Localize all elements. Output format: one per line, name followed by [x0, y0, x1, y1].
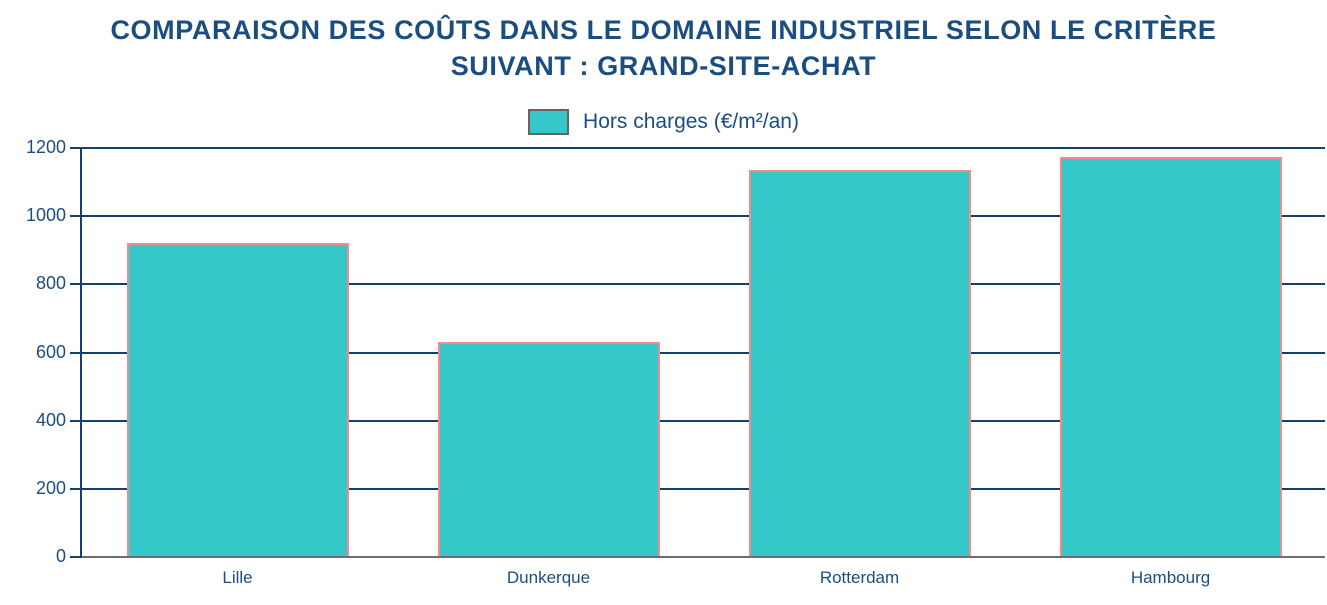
gridline-1200 — [82, 147, 1325, 149]
y-tick-800 — [70, 283, 82, 286]
bar-hambourg[interactable] — [1059, 156, 1282, 557]
chart-title: COMPARAISON DES COÛTS DANS LE DOMAINE IN… — [0, 12, 1327, 84]
y-tick-400 — [70, 419, 82, 422]
x-label-rotterdam: Rotterdam — [819, 568, 900, 587]
y-tick-label-400: 400 — [35, 409, 66, 430]
bar-dunkerque[interactable] — [437, 342, 660, 557]
x-axis-line — [82, 556, 1325, 558]
y-tick-600 — [70, 351, 82, 354]
y-tick-0 — [70, 556, 82, 558]
gridline-200 — [82, 487, 1325, 490]
gridline-1000 — [82, 215, 1325, 218]
y-tick-label-200: 200 — [35, 477, 66, 498]
y-tick-1000 — [70, 215, 82, 218]
y-tick-label-600: 600 — [35, 341, 66, 362]
x-label-lille: Lille — [222, 568, 253, 587]
chart-title-line2: SUIVANT : GRAND-SITE-ACHAT — [450, 51, 877, 81]
x-label-dunkerque: Dunkerque — [506, 568, 591, 587]
legend-label: Hors charges (€/m²/an) — [583, 110, 799, 133]
gridline-400 — [82, 419, 1325, 422]
y-tick-label-800: 800 — [35, 273, 66, 294]
y-tick-label-0: 0 — [55, 546, 66, 566]
y-tick-1200 — [70, 147, 82, 149]
y-tick-200 — [70, 487, 82, 490]
y-tick-label-1200: 1200 — [25, 137, 66, 157]
gridline-800 — [82, 283, 1325, 286]
x-label-hambourg: Hambourg — [1130, 568, 1211, 587]
legend-swatch — [528, 109, 570, 135]
gridline-600 — [82, 351, 1325, 354]
bar-rotterdam[interactable] — [748, 170, 971, 557]
chart-title-line1: COMPARAISON DES COÛTS DANS LE DOMAINE IN… — [110, 15, 1217, 45]
bar-lille[interactable] — [126, 243, 349, 557]
legend-item-hors-charges[interactable]: Hors charges (€/m²/an) — [0, 109, 1327, 135]
y-tick-label-1000: 1000 — [25, 205, 66, 226]
